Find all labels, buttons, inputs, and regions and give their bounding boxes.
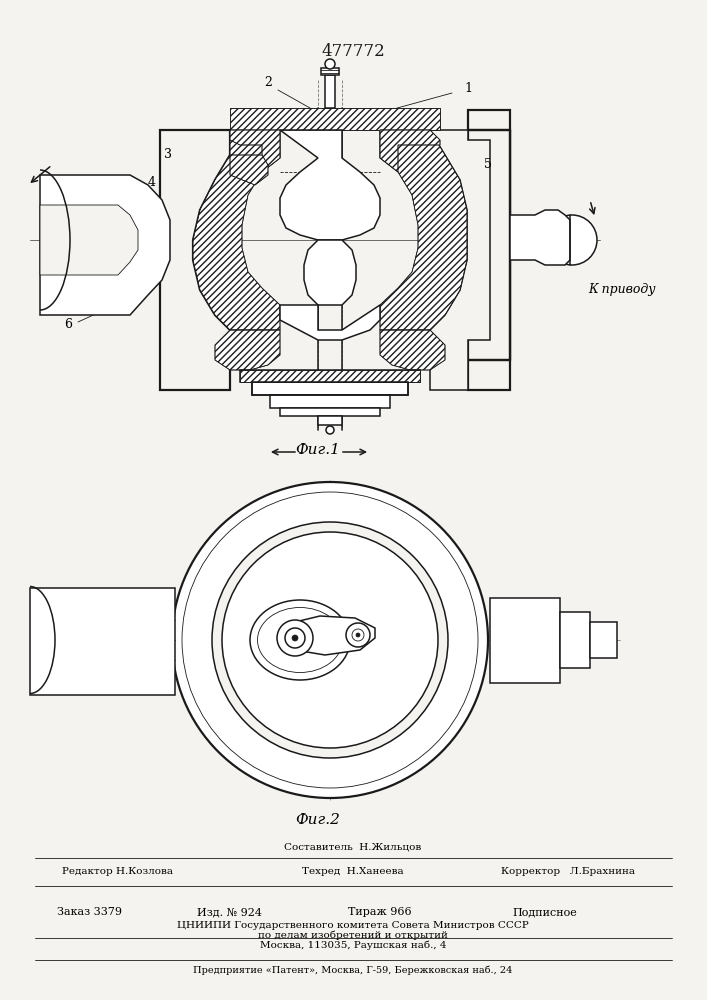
Polygon shape bbox=[590, 622, 617, 658]
Circle shape bbox=[352, 629, 364, 641]
Polygon shape bbox=[380, 130, 440, 172]
Circle shape bbox=[325, 59, 335, 69]
Text: Тираж 966: Тираж 966 bbox=[348, 907, 411, 917]
Text: Москва, 113035, Раушская наб., 4: Москва, 113035, Раушская наб., 4 bbox=[259, 940, 446, 950]
Text: 3: 3 bbox=[164, 148, 172, 161]
Text: 4: 4 bbox=[148, 176, 156, 190]
Polygon shape bbox=[160, 130, 230, 390]
Polygon shape bbox=[380, 330, 445, 370]
Polygon shape bbox=[380, 130, 467, 330]
Text: по делам изобретений и открытий: по делам изобретений и открытий bbox=[258, 930, 448, 940]
Circle shape bbox=[285, 628, 305, 648]
Text: Изд. № 924: Изд. № 924 bbox=[197, 907, 262, 917]
Polygon shape bbox=[252, 382, 408, 395]
Polygon shape bbox=[510, 210, 570, 265]
Polygon shape bbox=[280, 408, 380, 416]
Polygon shape bbox=[560, 612, 590, 668]
Polygon shape bbox=[240, 370, 420, 382]
Circle shape bbox=[222, 532, 438, 748]
Polygon shape bbox=[490, 598, 560, 683]
Ellipse shape bbox=[250, 600, 350, 680]
Polygon shape bbox=[288, 616, 375, 655]
Text: 477772: 477772 bbox=[321, 43, 385, 60]
Polygon shape bbox=[321, 68, 339, 75]
Text: 2: 2 bbox=[264, 77, 272, 90]
Text: Подписное: Подписное bbox=[513, 907, 578, 917]
Text: Фиг.2: Фиг.2 bbox=[296, 813, 341, 827]
Polygon shape bbox=[280, 305, 380, 340]
Circle shape bbox=[547, 215, 597, 265]
Circle shape bbox=[292, 635, 298, 641]
Text: Корректор   Л.Брахнина: Корректор Л.Брахнина bbox=[501, 867, 635, 876]
Circle shape bbox=[356, 633, 360, 637]
Circle shape bbox=[182, 492, 478, 788]
Circle shape bbox=[172, 482, 488, 798]
Polygon shape bbox=[215, 330, 280, 370]
Circle shape bbox=[277, 620, 313, 656]
Polygon shape bbox=[468, 110, 510, 390]
Polygon shape bbox=[270, 395, 390, 408]
Text: 6: 6 bbox=[64, 318, 72, 332]
Polygon shape bbox=[240, 370, 420, 382]
Polygon shape bbox=[318, 416, 342, 425]
Circle shape bbox=[346, 623, 370, 647]
Polygon shape bbox=[430, 130, 490, 390]
Text: Редактор Н.Козлова: Редактор Н.Козлова bbox=[62, 867, 173, 876]
Polygon shape bbox=[230, 108, 440, 130]
Text: 5: 5 bbox=[484, 158, 492, 172]
Circle shape bbox=[212, 522, 448, 758]
Polygon shape bbox=[230, 155, 268, 185]
Text: Предприятие «Патент», Москва, Г-59, Бережковская наб., 24: Предприятие «Патент», Москва, Г-59, Бере… bbox=[193, 965, 513, 975]
Polygon shape bbox=[40, 175, 170, 315]
Polygon shape bbox=[40, 205, 138, 275]
Polygon shape bbox=[193, 130, 280, 330]
Ellipse shape bbox=[257, 607, 342, 672]
Polygon shape bbox=[280, 130, 380, 240]
Text: Составитель  Н.Жильцов: Составитель Н.Жильцов bbox=[284, 842, 421, 852]
Text: Фиг.1: Фиг.1 bbox=[296, 443, 341, 457]
Text: К приводу: К приводу bbox=[588, 284, 655, 296]
Polygon shape bbox=[230, 130, 280, 172]
Circle shape bbox=[326, 426, 334, 434]
Text: 1: 1 bbox=[464, 82, 472, 95]
Polygon shape bbox=[304, 240, 356, 305]
Text: ЦНИИПИ Государственного комитета Совета Министров СССР: ЦНИИПИ Государственного комитета Совета … bbox=[177, 920, 529, 930]
Text: Заказ 3379: Заказ 3379 bbox=[57, 907, 122, 917]
Polygon shape bbox=[30, 588, 175, 695]
Text: Техред  Н.Ханеева: Техред Н.Ханеева bbox=[302, 867, 404, 876]
Polygon shape bbox=[468, 130, 510, 360]
Polygon shape bbox=[325, 75, 335, 108]
